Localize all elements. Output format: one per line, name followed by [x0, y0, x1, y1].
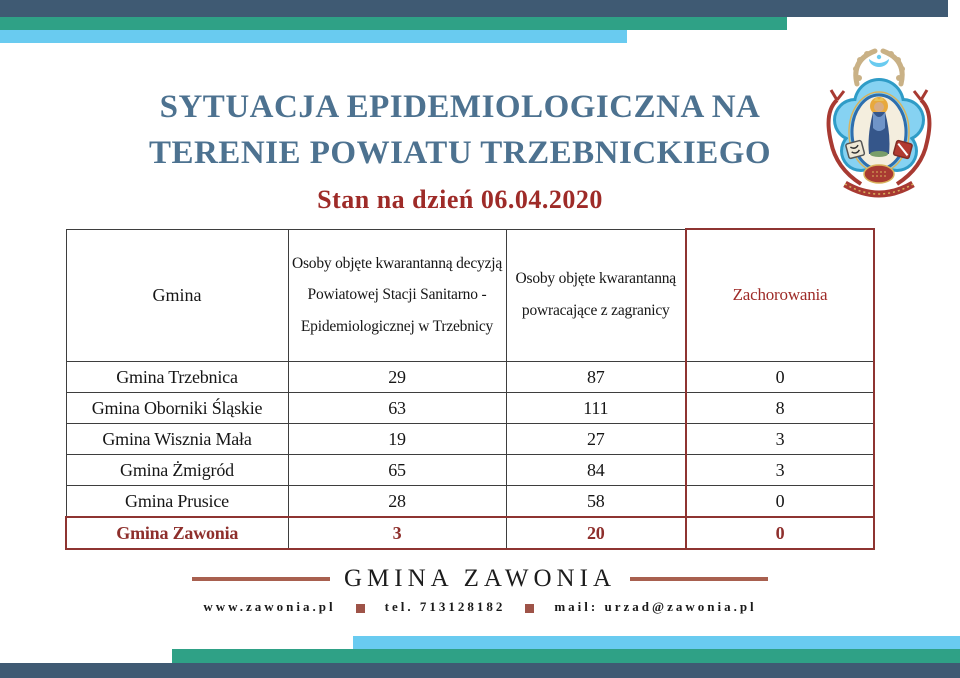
- footer-rule-left: [192, 577, 330, 581]
- cell-quarantine-abroad: 87: [505, 361, 687, 393]
- header-quarantine-abroad: Osoby objęte kwarantanną powracające z z…: [505, 228, 687, 362]
- cell-gmina: Gmina Żmigród: [65, 454, 289, 486]
- table-row: Gmina Wisznia Mała 19 27 3: [65, 423, 875, 455]
- cell-quarantine-abroad: 27: [505, 423, 687, 455]
- cell-gmina: Gmina Oborniki Śląskie: [65, 392, 289, 424]
- table-row: Gmina Żmigród 65 84 3: [65, 454, 875, 486]
- cell-quarantine-abroad: 58: [505, 485, 687, 518]
- cell-quarantine-decision: 29: [287, 361, 507, 393]
- footer-phone: tel. 713128182: [384, 599, 506, 614]
- footer-email: mail: urzad@zawonia.pl: [554, 599, 757, 614]
- cell-gmina: Gmina Prusice: [65, 485, 289, 518]
- table-row-zawonia-highlight: Gmina Zawonia 3 20 0: [65, 516, 875, 550]
- separator-square-icon: [355, 603, 365, 613]
- cell-quarantine-decision: 3: [287, 516, 507, 550]
- gmina-zawonia-coat-of-arms-icon: [826, 48, 932, 198]
- footer-website: www.zawonia.pl: [203, 599, 336, 614]
- header-gmina: Gmina: [65, 228, 289, 362]
- cell-cases: 0: [685, 361, 875, 393]
- top-bar-navy: [0, 0, 948, 17]
- table-row: Gmina Trzebnica 29 87 0: [65, 361, 875, 393]
- cell-quarantine-decision: 28: [287, 485, 507, 518]
- cell-cases: 8: [685, 392, 875, 424]
- header-cases: Zachorowania: [685, 228, 875, 362]
- top-bar-teal: [0, 17, 787, 30]
- separator-square-icon: [525, 603, 535, 613]
- cell-cases: 0: [685, 516, 875, 550]
- bottom-bar-teal: [172, 649, 960, 663]
- cell-quarantine-abroad: 20: [505, 516, 687, 550]
- cell-gmina: Gmina Trzebnica: [65, 361, 289, 393]
- cell-cases: 3: [685, 454, 875, 486]
- header: SYTUACJA EPIDEMIOLOGICZNA NA TERENIE POW…: [55, 84, 865, 215]
- epidemiology-table: Gmina Osoby objęte kwarantanną decyzją P…: [65, 228, 875, 550]
- cell-gmina: Gmina Wisznia Mała: [65, 423, 289, 455]
- status-date: Stan na dzień 06.04.2020: [317, 185, 603, 214]
- cell-quarantine-decision: 65: [287, 454, 507, 486]
- page-title-line1: SYTUACJA EPIDEMIOLOGICZNA NA: [159, 89, 761, 125]
- table-row: Gmina Prusice 28 58 0: [65, 485, 875, 518]
- table-header-row: Gmina Osoby objęte kwarantanną decyzją P…: [65, 228, 875, 362]
- footer-org-name: GMINA ZAWONIA: [344, 565, 616, 592]
- bottom-bar-lightblue: [353, 636, 960, 649]
- table-row: Gmina Oborniki Śląskie 63 111 8: [65, 392, 875, 424]
- header-quarantine-decision: Osoby objęte kwarantanną decyzją Powiato…: [287, 228, 507, 362]
- cell-cases: 3: [685, 423, 875, 455]
- footer-contact: www.zawonia.pl tel. 713128182 mail: urzad@…: [0, 599, 960, 615]
- page-title-line2: TERENIE POWIATU TRZEBNICKIEGO: [148, 135, 772, 171]
- bottom-bar-navy: [0, 663, 960, 678]
- cell-quarantine-decision: 19: [287, 423, 507, 455]
- footer-org-row: GMINA ZAWONIA: [0, 565, 960, 593]
- top-bar-lightblue: [0, 30, 627, 43]
- footer-rule-right: [630, 577, 768, 581]
- cell-gmina: Gmina Zawonia: [65, 516, 289, 550]
- cell-cases: 0: [685, 485, 875, 518]
- cell-quarantine-abroad: 84: [505, 454, 687, 486]
- cell-quarantine-abroad: 111: [505, 392, 687, 424]
- cell-quarantine-decision: 63: [287, 392, 507, 424]
